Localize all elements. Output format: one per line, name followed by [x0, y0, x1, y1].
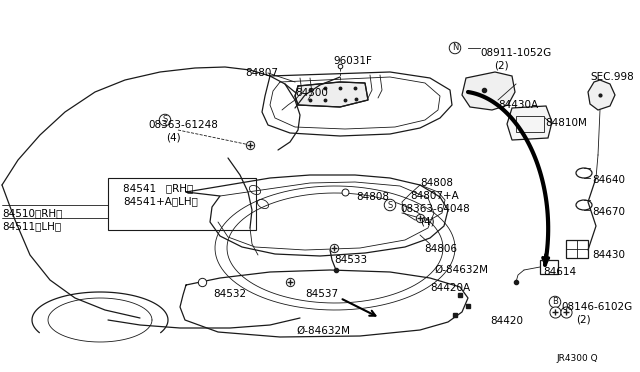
- Text: 84541+A〈LH〉: 84541+A〈LH〉: [123, 196, 198, 206]
- Text: N: N: [452, 44, 458, 52]
- Text: 84532: 84532: [213, 289, 246, 299]
- Text: S: S: [163, 115, 168, 125]
- Text: 84533: 84533: [334, 255, 367, 265]
- Polygon shape: [588, 80, 615, 110]
- Text: Ø-84632M: Ø-84632M: [296, 326, 350, 336]
- Text: 84807: 84807: [245, 68, 278, 78]
- Text: 08911-1052G: 08911-1052G: [480, 48, 551, 58]
- Text: 84300: 84300: [295, 88, 328, 98]
- Text: 84511〈LH〉: 84511〈LH〉: [2, 221, 61, 231]
- Text: 84420: 84420: [490, 316, 523, 326]
- Text: 84541   〈RH〉: 84541 〈RH〉: [123, 183, 193, 193]
- Text: (4): (4): [166, 133, 180, 143]
- Text: (2): (2): [576, 315, 591, 325]
- Text: (2): (2): [494, 61, 509, 71]
- Text: 84430A: 84430A: [498, 100, 538, 110]
- Text: 84806: 84806: [424, 244, 457, 254]
- Text: 84510〈RH〉: 84510〈RH〉: [2, 208, 62, 218]
- Text: JR4300 Q: JR4300 Q: [556, 354, 598, 363]
- Text: 96031F: 96031F: [333, 56, 372, 66]
- Text: S: S: [387, 201, 392, 209]
- Polygon shape: [462, 72, 515, 110]
- Text: SEC.998: SEC.998: [590, 72, 634, 82]
- Text: 84670: 84670: [592, 207, 625, 217]
- Text: 84614: 84614: [543, 267, 576, 277]
- Text: B: B: [552, 298, 558, 307]
- Text: 84420A: 84420A: [430, 283, 470, 293]
- Text: 84430: 84430: [592, 250, 625, 260]
- Text: 08363-64048: 08363-64048: [400, 204, 470, 214]
- Text: 84640: 84640: [592, 175, 625, 185]
- Text: 84537: 84537: [305, 289, 338, 299]
- Text: 84808: 84808: [420, 178, 453, 188]
- Text: 84807+A: 84807+A: [410, 191, 459, 201]
- Text: 84810M: 84810M: [545, 118, 587, 128]
- Text: Ø-84632M: Ø-84632M: [434, 265, 488, 275]
- Text: 84808: 84808: [356, 192, 389, 202]
- Polygon shape: [507, 106, 552, 140]
- Text: 08146-6102G: 08146-6102G: [561, 302, 632, 312]
- Text: (4): (4): [420, 217, 435, 227]
- Text: 08363-61248: 08363-61248: [148, 120, 218, 130]
- Polygon shape: [295, 82, 368, 107]
